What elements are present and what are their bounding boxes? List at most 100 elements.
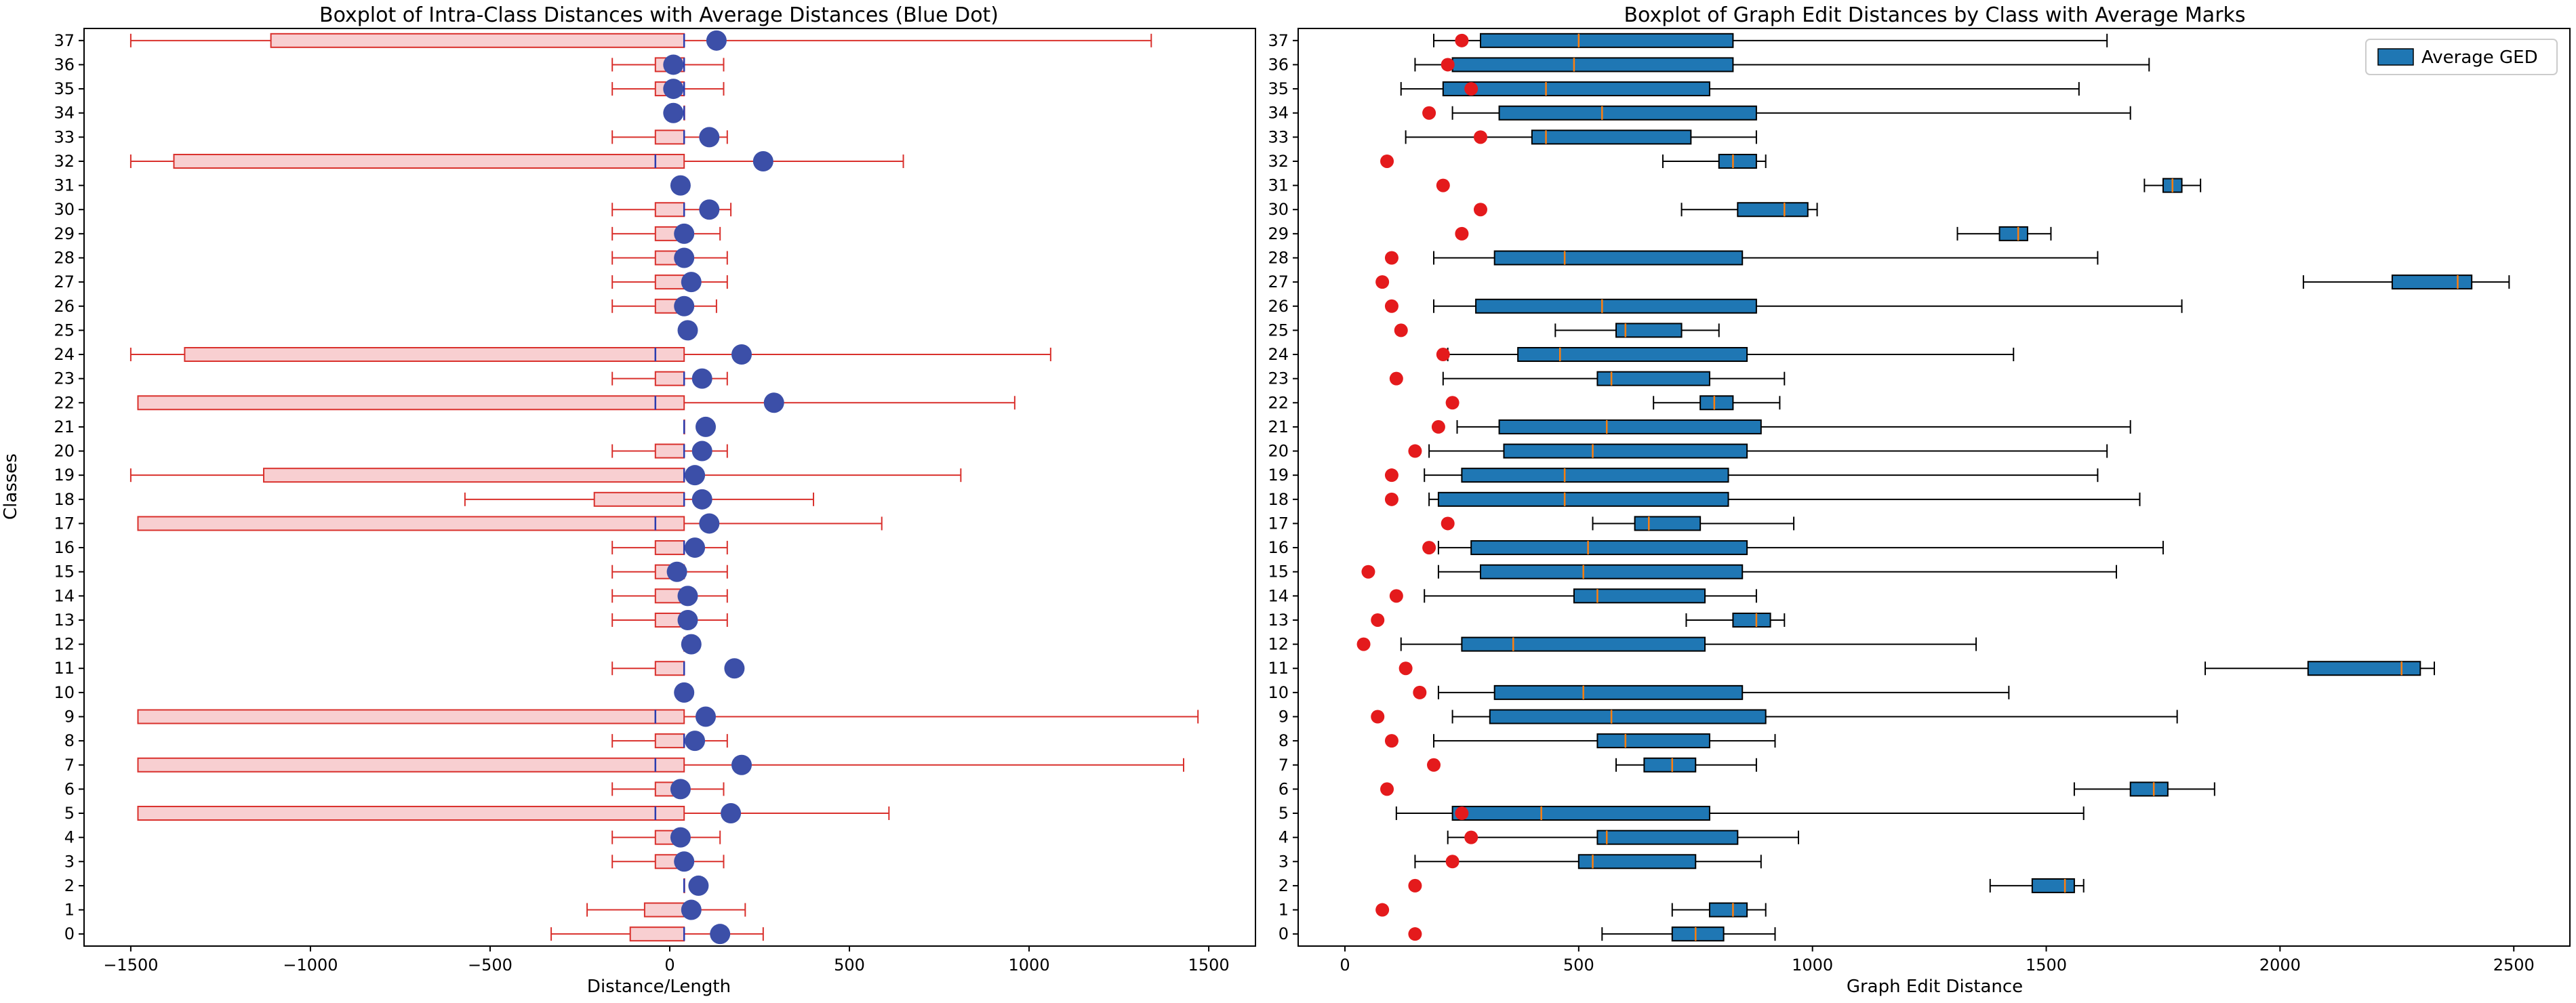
mean-dot xyxy=(677,320,698,341)
y-tick-label: 18 xyxy=(54,490,75,509)
x-tick-label: 500 xyxy=(834,956,865,975)
mean-dot xyxy=(688,875,709,896)
y-tick-label: 9 xyxy=(1279,708,1289,726)
mean-dot xyxy=(731,344,752,365)
mean-dot xyxy=(1371,613,1385,627)
y-tick-label: 9 xyxy=(64,708,75,726)
mean-dot xyxy=(1431,419,1445,434)
y-tick-label: 21 xyxy=(1268,417,1289,436)
mean-dot xyxy=(1398,661,1413,676)
mean-dot xyxy=(1371,710,1385,724)
mean-dot xyxy=(1441,58,1455,72)
y-tick-label: 10 xyxy=(54,683,75,702)
y-tick-label: 2 xyxy=(1279,876,1289,895)
mean-dot xyxy=(666,561,687,582)
y-tick-label: 28 xyxy=(1268,249,1289,268)
mean-dot xyxy=(706,30,727,51)
box xyxy=(1451,806,1710,821)
box xyxy=(1732,612,1771,628)
mean-dot xyxy=(1389,589,1403,603)
mean-dot xyxy=(1408,444,1422,458)
y-tick-label: 10 xyxy=(1268,683,1289,702)
box xyxy=(1718,153,1757,169)
mean-dot xyxy=(1427,758,1441,772)
box xyxy=(1470,540,1748,556)
box xyxy=(654,733,685,749)
box xyxy=(1998,226,2028,241)
mean-dot xyxy=(1375,275,1390,289)
mean-dot xyxy=(1455,226,1469,241)
mean-dot xyxy=(1422,106,1436,120)
mean-dot xyxy=(663,54,684,75)
y-tick-label: 34 xyxy=(1268,104,1289,123)
box xyxy=(2129,781,2169,797)
mean-dot xyxy=(1455,806,1469,821)
y-tick-label: 21 xyxy=(54,417,75,436)
y-tick-label: 22 xyxy=(54,393,75,412)
y-tick-label: 5 xyxy=(64,804,75,823)
y-tick-label: 13 xyxy=(54,611,75,630)
mean-dot xyxy=(724,658,745,679)
y-tick-label: 25 xyxy=(1268,321,1289,340)
box xyxy=(2031,878,2075,893)
y-tick-label: 14 xyxy=(54,586,75,605)
mean-dot xyxy=(1473,203,1487,217)
mean-dot xyxy=(1380,154,1394,168)
box xyxy=(654,274,685,290)
y-tick-label: 0 xyxy=(1279,924,1289,943)
mean-dot xyxy=(699,127,720,148)
y-tick-label: 31 xyxy=(1268,176,1289,195)
x-tick-label: 2000 xyxy=(2259,956,2301,975)
y-tick-label: 11 xyxy=(1268,659,1289,678)
y-tick-label: 1 xyxy=(1279,901,1289,920)
box xyxy=(654,443,685,459)
box xyxy=(1503,443,1748,459)
y-tick-label: 24 xyxy=(1268,345,1289,364)
box xyxy=(137,757,685,773)
y-tick-label: 19 xyxy=(1268,466,1289,485)
mean-dot xyxy=(763,392,784,413)
y-tick-label: 14 xyxy=(1268,586,1289,605)
mean-dot xyxy=(1384,299,1398,313)
box xyxy=(137,516,685,531)
y-tick-label: 29 xyxy=(54,224,75,243)
boxes xyxy=(1356,33,2510,942)
mean-dot xyxy=(1375,903,1390,917)
y-axis-label: Classes xyxy=(1,453,21,520)
mean-dot xyxy=(1473,130,1487,144)
boxes xyxy=(129,30,1199,945)
y-tick-label: 26 xyxy=(1268,297,1289,316)
mean-dot xyxy=(1384,251,1398,265)
box xyxy=(1699,395,1734,411)
box xyxy=(270,33,685,48)
mean-dot xyxy=(685,731,706,752)
y-tick-label: 23 xyxy=(54,369,75,388)
box xyxy=(1531,129,1692,145)
x-tick-label: 1500 xyxy=(2026,956,2067,975)
box xyxy=(1442,81,1710,97)
box xyxy=(1634,516,1702,531)
box xyxy=(654,202,685,218)
mean-dot xyxy=(1445,396,1460,410)
mean-dot xyxy=(1384,468,1398,483)
y-tick-label: 5 xyxy=(1279,804,1289,823)
box xyxy=(173,153,685,169)
y-tick-label: 6 xyxy=(64,779,75,798)
mean-dot xyxy=(681,634,702,655)
y-tick-label: 36 xyxy=(54,55,75,74)
y-tick-label: 17 xyxy=(54,514,75,533)
box xyxy=(1475,298,1757,314)
x-axis-label: Distance/Length xyxy=(587,977,731,997)
mean-dot xyxy=(1436,348,1450,362)
box xyxy=(1489,709,1767,724)
x-ticks: 0 500 1000 1500 2000 2500 xyxy=(1340,946,2535,975)
x-tick-label: 1000 xyxy=(1009,956,1050,975)
box xyxy=(1461,468,1729,483)
legend-swatch xyxy=(2377,48,2414,66)
mean-dot xyxy=(699,199,720,220)
mean-dot xyxy=(1356,637,1371,651)
box xyxy=(1493,684,1744,700)
legend-frame xyxy=(2365,39,2558,75)
y-tick-label: 35 xyxy=(54,79,75,98)
